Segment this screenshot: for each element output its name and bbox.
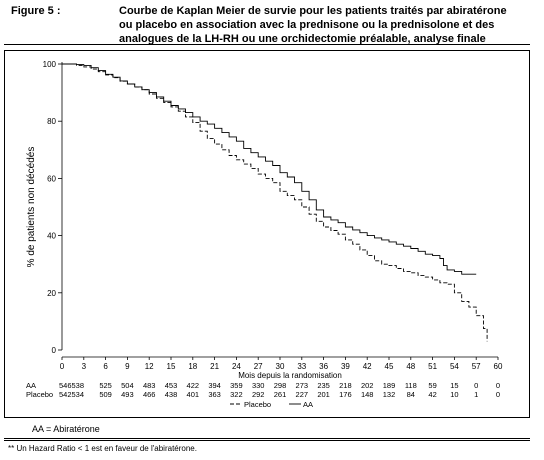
risk-value: 509	[99, 390, 112, 399]
y-axis-label: % de patients non décédés	[26, 147, 37, 268]
figure-label: Figure 5 :	[11, 5, 61, 17]
risk-value: 0	[474, 381, 478, 390]
risk-value: 42	[428, 390, 436, 399]
risk-value: 273	[296, 381, 309, 390]
figure-frame	[4, 50, 530, 418]
legend-label-placebo: Placebo	[244, 400, 271, 409]
risk-value: 118	[405, 381, 417, 390]
risk-value: 298	[274, 381, 287, 390]
risk-value: 1	[474, 390, 478, 399]
x-tick-label: 54	[450, 362, 459, 371]
risk-value: 0	[496, 390, 500, 399]
risk-value: 363	[208, 390, 221, 399]
risk-value: 261	[274, 390, 287, 399]
risk-value: 438	[165, 390, 178, 399]
risk-value: 235	[317, 381, 330, 390]
x-tick-label: 42	[363, 362, 372, 371]
x-tick-label: 60	[494, 362, 503, 371]
x-tick-label: 51	[428, 362, 437, 371]
series-line-placebo	[62, 63, 488, 342]
risk-value: 201	[317, 390, 330, 399]
footnote-rule-2	[4, 440, 530, 441]
x-tick-label: 15	[167, 362, 176, 371]
x-tick-label: 21	[210, 362, 219, 371]
figure-title: Courbe de Kaplan Meier de survie pour le…	[119, 5, 507, 45]
risk-value: 10	[450, 390, 458, 399]
risk-value: 453	[165, 381, 178, 390]
y-tick-label: 60	[47, 174, 56, 183]
risk-value: 202	[361, 381, 374, 390]
risk-value: 15	[450, 381, 458, 390]
risk-value: 218	[339, 381, 352, 390]
risk-value: 189	[383, 381, 396, 390]
risk-value: 292	[252, 390, 265, 399]
y-tick-label: 100	[43, 60, 57, 69]
risk-value: 546538	[59, 381, 84, 390]
y-tick-label: 0	[52, 346, 57, 355]
x-tick-label: 9	[125, 362, 130, 371]
risk-value: 483	[143, 381, 156, 390]
risk-value: 322	[230, 390, 243, 399]
risk-value: 0	[496, 381, 500, 390]
risk-value: 525	[99, 381, 112, 390]
risk-value: 227	[296, 390, 309, 399]
x-tick-label: 18	[188, 362, 197, 371]
abbreviation-note: AA = Abiratérone	[32, 424, 100, 434]
series-line-aa	[62, 63, 477, 275]
x-tick-label: 45	[385, 362, 394, 371]
x-tick-label: 57	[472, 362, 481, 371]
risk-value: 504	[121, 381, 134, 390]
y-tick-label: 20	[47, 289, 56, 298]
x-tick-label: 30	[276, 362, 285, 371]
risk-row-label: Placebo	[26, 390, 53, 399]
risk-value: 59	[428, 381, 436, 390]
y-tick-label: 80	[47, 117, 56, 126]
risk-value: 84	[407, 390, 415, 399]
risk-value: 493	[121, 390, 134, 399]
x-tick-label: 6	[103, 362, 108, 371]
x-tick-label: 0	[60, 362, 65, 371]
x-tick-label: 39	[341, 362, 350, 371]
risk-value: 132	[383, 390, 396, 399]
risk-value: 466	[143, 390, 156, 399]
x-tick-label: 33	[297, 362, 306, 371]
y-tick-label: 40	[47, 232, 56, 241]
risk-value: 330	[252, 381, 265, 390]
risk-value: 422	[187, 381, 200, 390]
footnote-rule	[4, 438, 530, 439]
x-tick-label: 3	[82, 362, 87, 371]
risk-row-label: AA	[26, 381, 36, 390]
risk-value: 394	[208, 381, 221, 390]
risk-value: 401	[187, 390, 200, 399]
risk-value: 359	[230, 381, 243, 390]
risk-value: 148	[361, 390, 374, 399]
x-tick-label: 24	[232, 362, 241, 371]
risk-value: 176	[339, 390, 352, 399]
risk-value: 542534	[59, 390, 84, 399]
x-tick-label: 27	[254, 362, 263, 371]
x-tick-label: 12	[145, 362, 154, 371]
x-tick-label: 36	[319, 362, 328, 371]
hazard-footnote: ** Un Hazard Ratio < 1 est en faveur de …	[8, 444, 197, 453]
x-axis-label: Mois depuis la randomisation	[238, 371, 342, 380]
legend-label-aa: AA	[303, 400, 313, 409]
figure-header: Figure 5 : Courbe de Kaplan Meier de sur…	[0, 0, 544, 50]
header-rule	[4, 44, 530, 45]
x-tick-label: 48	[406, 362, 415, 371]
